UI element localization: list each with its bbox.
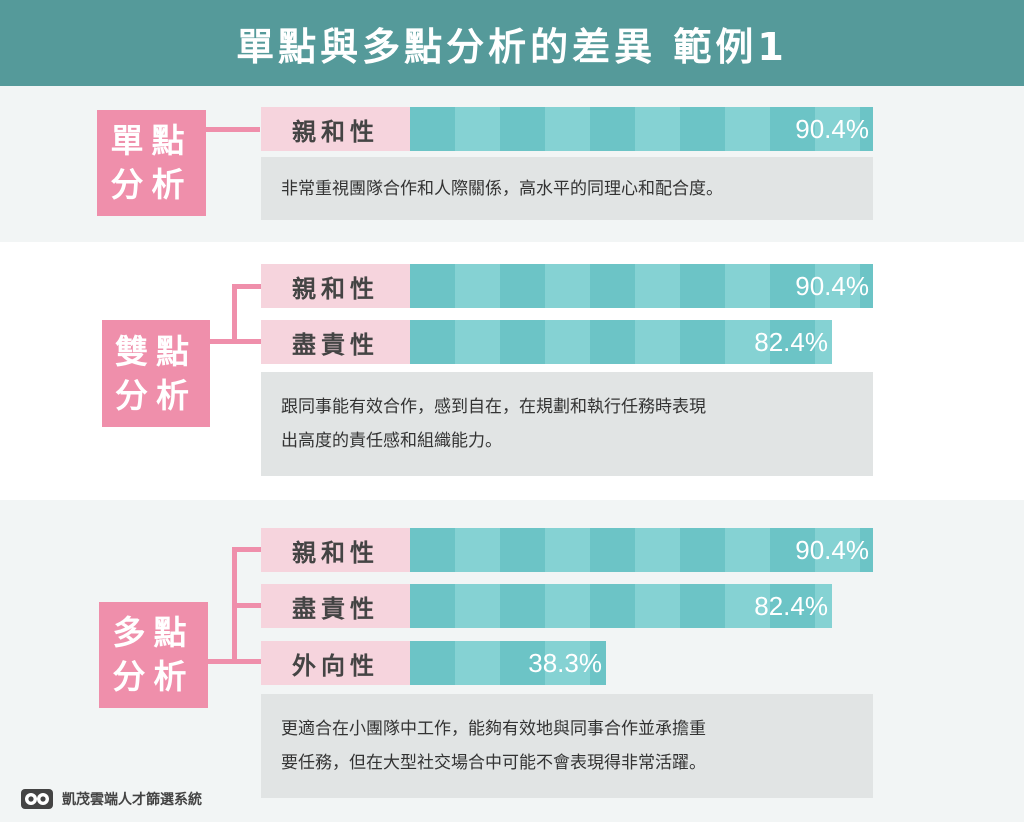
two-point-tag: 雙點 分析: [102, 320, 210, 427]
tag-line-2: 分析: [112, 657, 195, 696]
connector-line: [205, 127, 260, 132]
trait-label: 親和性: [261, 264, 410, 308]
description-line: 要任務，但在大型社交場合中可能不會表現得非常活躍。: [281, 753, 706, 773]
trait-row-agreeableness: 親和性 90.4%: [261, 264, 873, 308]
trait-row-agreeableness: 親和性 90.4%: [261, 107, 873, 151]
connector-line: [207, 659, 237, 664]
trait-row-agreeableness: 親和性 90.4%: [261, 528, 873, 572]
description-line: 出高度的責任感和組織能力。: [281, 431, 502, 451]
tag-line-1: 雙點: [115, 331, 197, 371]
description-box: 非常重視團隊合作和人際關係，高水平的同理心和配合度。: [261, 157, 873, 220]
description-line: 更適合在小團隊中工作，能夠有效地與同事合作並承擔重: [281, 719, 706, 739]
connector-line: [232, 547, 261, 552]
connector-line: [232, 284, 237, 344]
trait-value: 90.4%: [795, 271, 869, 301]
tag-line-1: 多點: [112, 613, 195, 652]
trait-value: 82.4%: [754, 591, 828, 621]
description-line: 非常重視團隊合作和人際關係，高水平的同理心和配合度。: [281, 178, 723, 199]
connector-line: [209, 339, 237, 344]
tag-line-2: 分析: [110, 165, 193, 204]
connector-line: [232, 339, 261, 344]
trait-value: 90.4%: [795, 114, 869, 144]
tag-line-1: 單點: [110, 121, 193, 160]
trait-value: 38.3%: [528, 648, 602, 678]
tag-line-2: 分析: [115, 375, 197, 415]
trait-label: 盡責性: [261, 320, 410, 364]
trait-label: 親和性: [261, 528, 410, 572]
trait-bar: 82.4%: [410, 584, 832, 628]
footer-text: 凱茂雲端人才篩選系統: [62, 792, 202, 808]
single-point-tag: 單點 分析: [97, 110, 206, 216]
trait-label: 外向性: [261, 641, 410, 685]
trait-row-conscientiousness: 盡責性 82.4%: [261, 584, 832, 628]
trait-bar: 38.3%: [410, 641, 606, 685]
owl-face-icon: [21, 789, 53, 809]
multi-point-tag: 多點 分析: [99, 602, 208, 708]
trait-bar: 82.4%: [410, 320, 832, 364]
trait-bar: 90.4%: [410, 264, 873, 308]
trait-value: 82.4%: [754, 327, 828, 357]
description-box: 更適合在小團隊中工作，能夠有效地與同事合作並承擔重 要任務，但在大型社交場合中可…: [261, 694, 873, 798]
header-banner: 單點與多點分析的差異 範例1: [0, 0, 1024, 86]
trait-label: 親和性: [261, 107, 410, 151]
trait-bar: 90.4%: [410, 107, 873, 151]
trait-row-conscientiousness: 盡責性 82.4%: [261, 320, 832, 364]
description-box: 跟同事能有效合作，感到自在，在規劃和執行任務時表現 出高度的責任感和組織能力。: [261, 372, 873, 476]
trait-row-extraversion: 外向性 38.3%: [261, 641, 606, 685]
connector-line: [232, 284, 261, 289]
trait-bar: 90.4%: [410, 528, 873, 572]
page-title: 單點與多點分析的差異 範例1: [236, 24, 788, 69]
trait-label: 盡責性: [261, 584, 410, 628]
connector-line: [232, 659, 261, 664]
trait-value: 90.4%: [795, 535, 869, 565]
footer-brand: 凱茂雲端人才篩選系統: [20, 786, 202, 812]
connector-line: [232, 603, 261, 608]
description-line: 跟同事能有效合作，感到自在，在規劃和執行任務時表現: [281, 397, 706, 417]
